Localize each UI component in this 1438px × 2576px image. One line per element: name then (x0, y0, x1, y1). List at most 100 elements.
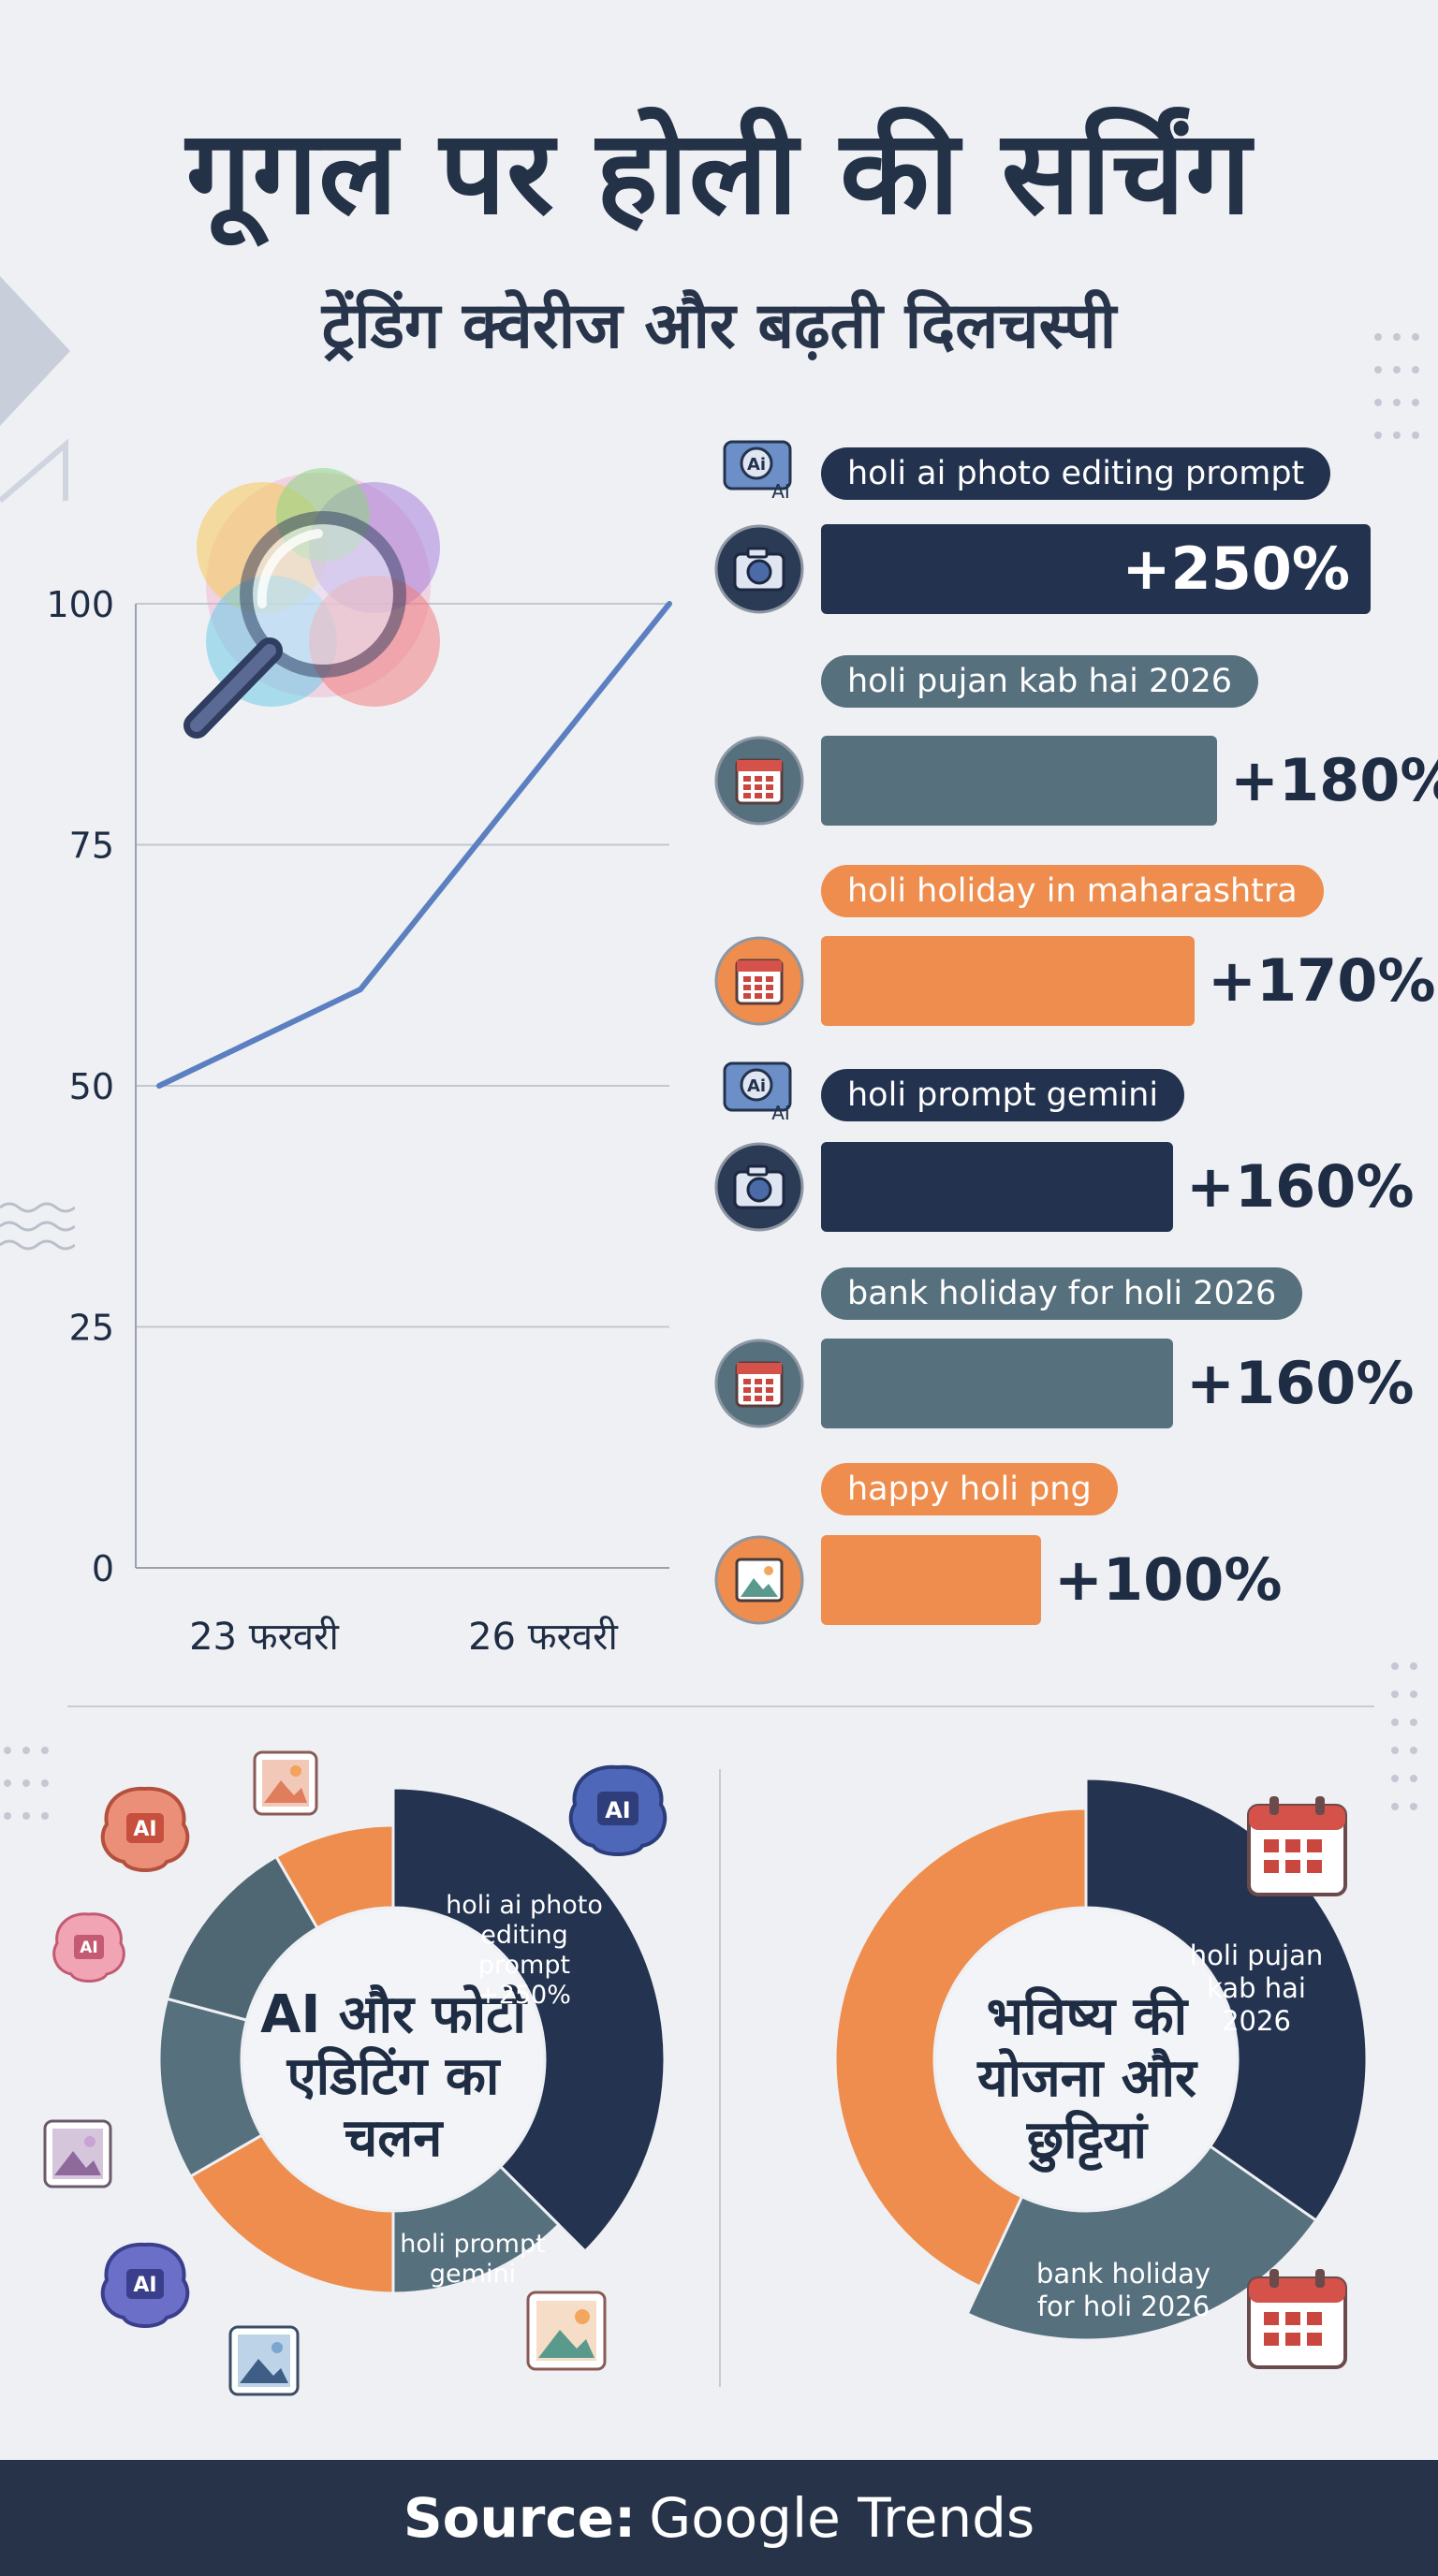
bar-value-label: +100% (1054, 1545, 1283, 1614)
query-label: bank holiday for holi 2026 (821, 1267, 1303, 1320)
donut-segment (391, 1786, 667, 2254)
bar (821, 1142, 1173, 1232)
calendar-cell (743, 1396, 751, 1401)
donut-segment (965, 2144, 1318, 2342)
camera-lens (746, 1177, 772, 1203)
segment-label: holi ai photo editing prompt +250% (446, 1891, 603, 2010)
query-label: holi prompt gemini (821, 1069, 1185, 1121)
y-tick-label: 25 (69, 1308, 114, 1349)
bar (821, 936, 1195, 1026)
image-icon (228, 2325, 300, 2396)
ai-brain-icon: AI (568, 1764, 668, 1856)
line-chart: 0 25 50 75 100 23 फरवरी 26 फरवरी (46, 584, 672, 1659)
calendar-cell (766, 976, 773, 982)
ai-brain-icon: AI (100, 2242, 190, 2328)
ai-badge-text: Ai (747, 1076, 766, 1096)
ai-badge-text: AI (771, 1102, 790, 1121)
bar-value-label: +160% (1186, 1349, 1415, 1417)
camera-top (746, 1164, 769, 1177)
calendar-cell (755, 993, 762, 999)
svg-text:AI: AI (133, 2274, 156, 2297)
calendar-cell (743, 776, 751, 782)
calendar-cell (766, 993, 773, 999)
calendar-icon (714, 1339, 804, 1428)
segment-label: holi pujan kab hai 2026 (1189, 1939, 1324, 2037)
dots-decoration (1374, 333, 1419, 439)
calendar-cell (743, 1387, 751, 1393)
camera-icon (714, 524, 804, 614)
donut-segment (833, 1807, 1088, 2289)
svg-text:AI: AI (133, 1818, 156, 1841)
ai-badge-text: Ai (747, 455, 766, 475)
calendar-cell (743, 976, 751, 982)
segment-label: holi prompt gemini (400, 2230, 546, 2289)
ai-brain-icon: AI (52, 1912, 125, 1983)
bar-value-label: +180% (1230, 746, 1438, 814)
camera-lens (746, 559, 772, 585)
calendar-cell (743, 793, 751, 798)
calendar-cell (743, 993, 751, 999)
image-mountain (741, 1578, 778, 1597)
bar (821, 736, 1217, 826)
ai-camera-icon: Ai AI (723, 1061, 792, 1121)
camera-lens (740, 1068, 773, 1102)
bar (821, 1339, 1173, 1428)
bar (821, 1535, 1041, 1625)
query-label: holi ai photo editing prompt (821, 447, 1331, 500)
calendar-icon (1247, 2269, 1347, 2369)
bar (821, 524, 1371, 614)
wave-decoration (0, 1202, 75, 1251)
calendar-cell (766, 784, 773, 790)
calendar-cell (755, 1379, 762, 1384)
image-icon (43, 2119, 112, 2188)
page-subtitle: ट्रेंडिंग क्वेरीज और बढ़ती दिलचस्पी (321, 289, 1117, 363)
calendar-cell (755, 976, 762, 982)
calendar-cell (766, 776, 773, 782)
calendar-icon (714, 736, 804, 826)
magnifier-icon (183, 468, 440, 739)
y-tick-label: 100 (46, 584, 114, 625)
query-label: holi pujan kab hai 2026 (821, 655, 1259, 708)
ai-badge-text: AI (771, 480, 790, 500)
donut-hole (243, 1910, 543, 2209)
calendar-cell (766, 1396, 773, 1401)
query-label: happy holi png (821, 1463, 1118, 1515)
camera-icon (714, 1142, 804, 1232)
image-sun (764, 1566, 773, 1575)
calendar-icon (714, 936, 804, 1026)
svg-text:AI: AI (80, 1939, 97, 1957)
calendar-header (737, 960, 782, 972)
dots-decoration (1391, 1662, 1417, 1810)
bar-value-label: +170% (1208, 946, 1436, 1015)
corner-decoration (0, 276, 70, 504)
calendar-cell (755, 985, 762, 990)
section-divider (67, 1705, 1374, 1707)
calendar-cell (743, 985, 751, 990)
camera-lens (740, 446, 773, 480)
calendar-cell (766, 1387, 773, 1393)
calendar-cell (755, 793, 762, 798)
calendar-cell (766, 1379, 773, 1384)
svg-text:AI: AI (605, 1797, 631, 1823)
bar-value-label: +160% (1186, 1152, 1415, 1221)
segment-label: bank holiday for holi 2026 (1035, 2258, 1211, 2322)
calendar-cell (766, 793, 773, 798)
calendar-cell (743, 784, 751, 790)
source-label: Source: (403, 2486, 637, 2550)
source-footer: Source: Google Trends (0, 2460, 1438, 2576)
calendar-cell (755, 776, 762, 782)
calendar-cell (755, 1387, 762, 1393)
y-tick-label: 50 (69, 1066, 114, 1107)
bar-value-label: +250% (1122, 534, 1351, 603)
page-title: गूगल पर होली की सर्चिंग (185, 106, 1253, 241)
dots-decoration (4, 1747, 49, 1820)
image-icon (253, 1750, 318, 1816)
donut-segment (273, 1823, 395, 1930)
donut-chart-ai (157, 1786, 667, 2295)
series-line (156, 601, 672, 1089)
calendar-cell (755, 1396, 762, 1401)
ai-brain-icon: AI (100, 1786, 190, 1872)
calendar-header (737, 1363, 782, 1374)
x-tick-label: 26 फरवरी (468, 1616, 618, 1659)
